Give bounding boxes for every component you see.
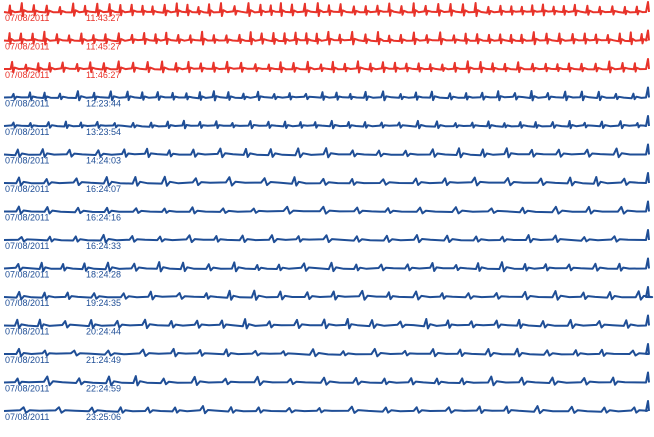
ecg-trace [3, 400, 650, 415]
ecg-trace [4, 343, 650, 358]
ecg-strip: 07/08/2011 19:24:35 [3, 286, 654, 308]
strip-timestamp: 07/08/2011 21:24:49 [5, 355, 121, 365]
ecg-trace [3, 229, 650, 244]
strip-date: 07/08/2011 [5, 213, 49, 223]
ecg-strip: 07/08/2011 12:23:44 [3, 86, 650, 109]
ecg-trace [3, 143, 650, 159]
strip-time: 16:24:33 [86, 241, 121, 251]
ecg-strip: 07/08/2011 14:24:03 [3, 143, 650, 166]
strip-date: 07/08/2011 [5, 355, 49, 365]
strip-time: 11:46:27 [86, 70, 120, 80]
ecg-trace [4, 200, 650, 215]
strip-date: 07/08/2011 [5, 70, 49, 80]
strip-time: 13:23:54 [86, 127, 121, 137]
ecg-trace [4, 58, 650, 74]
ecg-strip: 07/08/2011 21:24:49 [4, 343, 650, 365]
strip-time: 11:43:27 [86, 13, 120, 23]
strip-timestamp: 07/08/2011 11:46:27 [5, 70, 120, 80]
strip-time: 18:24:28 [86, 270, 121, 280]
ecg-trace [3, 371, 650, 387]
strip-timestamp: 07/08/2011 20:24:44 [5, 327, 121, 337]
strip-date: 07/08/2011 [5, 184, 49, 194]
strip-time: 21:24:49 [86, 355, 121, 365]
strip-timestamp: 07/08/2011 12:23:44 [5, 99, 121, 109]
ecg-strip: 07/08/2011 11:43:27 [3, 1, 650, 23]
ecg-strip: 07/08/2011 13:23:54 [3, 115, 650, 137]
ecg-strip: 07/08/2011 18:24:28 [3, 257, 650, 280]
ecg-strip: 07/08/2011 23:25:06 [3, 400, 650, 422]
ecg-strip: 07/08/2011 20:24:44 [3, 314, 650, 337]
strip-date: 07/08/2011 [5, 156, 49, 166]
strip-timestamp: 07/08/2011 16:24:07 [5, 184, 121, 194]
strip-time: 16:24:16 [86, 213, 121, 223]
ecg-strip: 07/08/2011 16:24:07 [3, 172, 650, 194]
strip-date: 07/08/2011 [5, 270, 49, 280]
ecg-trace [3, 86, 650, 102]
strip-time: 20:24:44 [86, 327, 121, 337]
ecg-strip: 07/08/2011 16:24:33 [3, 229, 650, 251]
strip-timestamp: 07/08/2011 22:24:59 [5, 384, 121, 394]
strip-timestamp: 07/08/2011 16:24:16 [5, 213, 121, 223]
strip-time: 19:24:35 [86, 298, 121, 308]
ecg-trace [3, 314, 650, 330]
ecg-strip: 07/08/2011 11:46:27 [4, 58, 650, 80]
strip-timestamp: 07/08/2011 13:23:54 [5, 127, 121, 137]
strip-timestamp: 07/08/2011 11:43:27 [5, 13, 120, 23]
strip-date: 07/08/2011 [5, 127, 49, 137]
ecg-trace [3, 1, 650, 18]
strip-timestamp: 07/08/2011 19:24:35 [5, 298, 121, 308]
ecg-trace [3, 257, 650, 273]
strip-timestamp: 07/08/2011 11:45:27 [5, 42, 120, 52]
ecg-trace [3, 172, 650, 187]
strip-time: 23:25:06 [86, 412, 121, 422]
strip-time: 14:24:03 [86, 156, 121, 166]
strip-date: 07/08/2011 [5, 42, 49, 52]
strip-time: 12:23:44 [86, 99, 121, 109]
ecg-strip: 07/08/2011 22:24:59 [3, 371, 650, 394]
ecg-strip: 07/08/2011 11:45:27 [3, 29, 650, 52]
strip-date: 07/08/2011 [5, 99, 49, 109]
ecg-trace [3, 286, 654, 301]
strip-time: 11:45:27 [86, 42, 120, 52]
strip-timestamp: 07/08/2011 14:24:03 [5, 156, 121, 166]
strip-timestamp: 07/08/2011 23:25:06 [5, 412, 121, 422]
ecg-trace [3, 29, 650, 46]
strip-timestamp: 07/08/2011 18:24:28 [5, 270, 121, 280]
strip-date: 07/08/2011 [5, 412, 49, 422]
strip-date: 07/08/2011 [5, 298, 49, 308]
strip-date: 07/08/2011 [5, 327, 49, 337]
ecg-strip: 07/08/2011 16:24:16 [4, 200, 650, 223]
strip-timestamp: 07/08/2011 16:24:33 [5, 241, 121, 251]
strip-date: 07/08/2011 [5, 13, 49, 23]
strip-date: 07/08/2011 [5, 384, 49, 394]
strip-time: 16:24:07 [86, 184, 121, 194]
ecg-trace [3, 115, 650, 130]
strip-date: 07/08/2011 [5, 241, 49, 251]
strip-time: 22:24:59 [86, 384, 121, 394]
